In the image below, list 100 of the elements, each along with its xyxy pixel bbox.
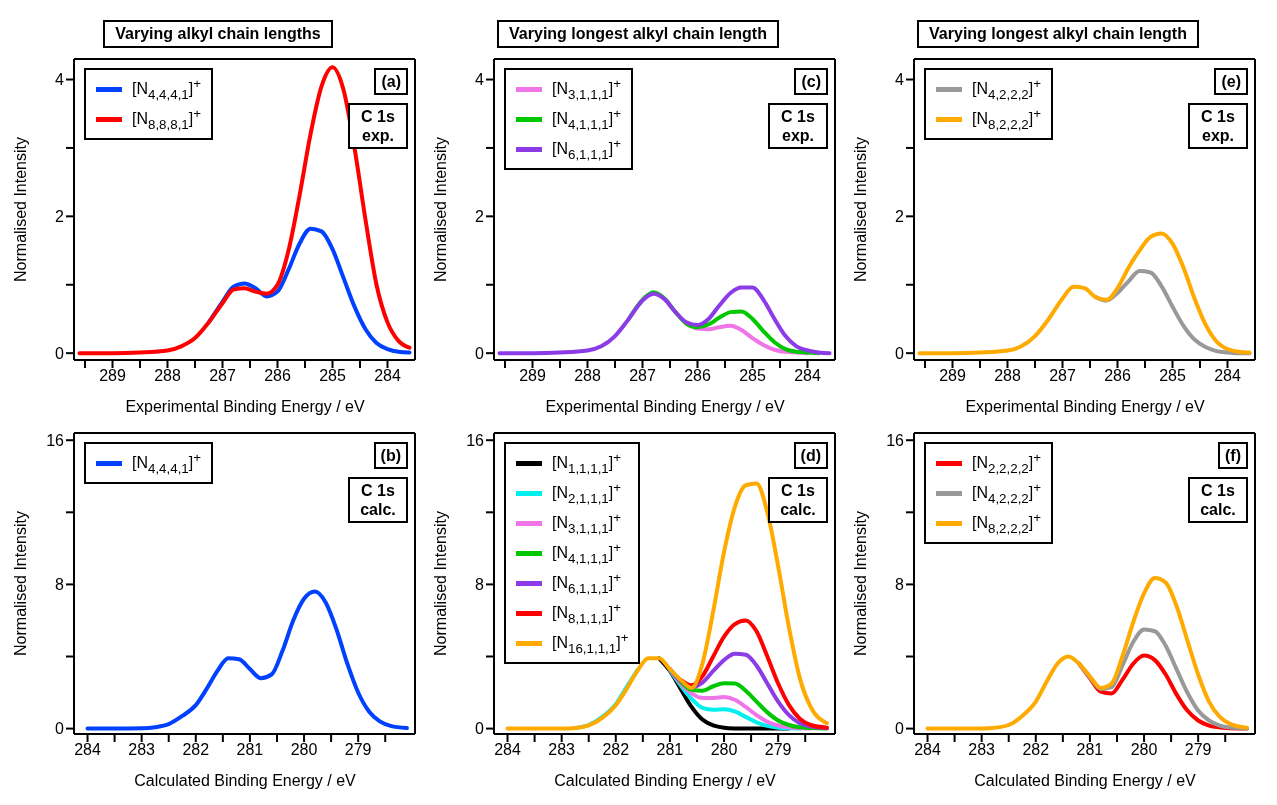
x-tick-label: 282 bbox=[1022, 741, 1050, 759]
legend-label: [N$_{2,2,2,2}$]$^{+}$ bbox=[972, 450, 1042, 476]
legend-label: [N$_{3,1,1,1}$]$^{+}$ bbox=[552, 76, 622, 102]
x-tick-label: 280 bbox=[1130, 741, 1158, 759]
x-tick-label: 283 bbox=[128, 741, 156, 759]
y-tick-label: 4 bbox=[895, 71, 905, 89]
legend-label: [N$_{4,2,2,2}$]$^{+}$ bbox=[972, 76, 1042, 102]
y-tick-label: 0 bbox=[55, 344, 65, 362]
x-tick-label: 286 bbox=[264, 367, 291, 385]
x-tick-label: 288 bbox=[574, 367, 601, 385]
y-tick-label: 2 bbox=[55, 208, 65, 226]
legend-label: [N$_{8,1,1,1}$]$^{+}$ bbox=[552, 600, 622, 626]
x-tick-label: 281 bbox=[1076, 741, 1104, 759]
annotation: C 1s exp. bbox=[348, 103, 408, 149]
y-axis-title: Normalised Intensity bbox=[431, 511, 449, 656]
x-tick-label: 284 bbox=[374, 367, 401, 385]
legend-label: [N$_{4,1,1,1}$]$^{+}$ bbox=[552, 106, 622, 132]
y-tick-label: 16 bbox=[46, 431, 65, 449]
legend-label: [N$_{8,2,2,2}$]$^{+}$ bbox=[972, 510, 1042, 536]
line-series bbox=[77, 65, 412, 356]
legend-label: [N$_{4,2,2,2}$]$^{+}$ bbox=[972, 480, 1042, 506]
x-tick-label: 284 bbox=[1214, 367, 1241, 385]
line-series bbox=[497, 285, 832, 356]
legend-label: [N$_{4,4,4,1}$]$^{+}$ bbox=[132, 450, 202, 476]
chart-title: Varying alkyl chain lengths bbox=[103, 20, 333, 48]
y-tick-label: 0 bbox=[895, 344, 905, 362]
chart-title: Varying longest alkyl chain length bbox=[497, 20, 779, 48]
y-axis-title: Normalised Intensity bbox=[851, 511, 869, 656]
x-tick-label: 279 bbox=[344, 741, 372, 759]
x-tick-label: 289 bbox=[939, 367, 966, 385]
y-tick-label: 8 bbox=[55, 576, 65, 594]
x-tick-label: 284 bbox=[494, 741, 521, 759]
annotation: C 1s exp. bbox=[768, 103, 828, 149]
x-tick-label: 286 bbox=[684, 367, 711, 385]
y-tick-label: 8 bbox=[895, 576, 905, 594]
legend-label: [N$_{8,2,2,2}$]$^{+}$ bbox=[972, 106, 1042, 132]
x-tick-label: 279 bbox=[1184, 741, 1212, 759]
line-series bbox=[925, 576, 1249, 731]
x-axis-title: Calculated Binding Energy / eV bbox=[973, 772, 1197, 790]
x-axis-title: Experimental Binding Energy / eV bbox=[124, 398, 366, 416]
legend-label: [N$_{16,1,1,1}$]$^{+}$ bbox=[552, 630, 629, 656]
x-tick-label: 283 bbox=[548, 741, 576, 759]
x-tick-label: 281 bbox=[656, 741, 684, 759]
y-tick-label: 8 bbox=[475, 576, 485, 594]
legend-label: [N$_{4,1,1,1}$]$^{+}$ bbox=[552, 540, 622, 566]
y-axis-title: Normalised Intensity bbox=[431, 137, 449, 282]
line-series bbox=[917, 231, 1252, 356]
y-tick-label: 0 bbox=[895, 720, 905, 738]
x-tick-label: 288 bbox=[154, 367, 181, 385]
x-axis-title: Experimental Binding Energy / eV bbox=[964, 398, 1206, 416]
chart-title: Varying longest alkyl chain length bbox=[917, 20, 1199, 48]
annotation: (d) bbox=[793, 442, 828, 469]
annotation: (a) bbox=[374, 68, 408, 95]
line-series bbox=[85, 589, 409, 731]
annotation: C 1s calc. bbox=[1188, 477, 1248, 523]
x-tick-label: 283 bbox=[968, 741, 996, 759]
x-tick-label: 287 bbox=[1049, 367, 1076, 385]
legend-label: [N$_{4,4,4,1}$]$^{+}$ bbox=[132, 76, 202, 102]
x-tick-label: 282 bbox=[182, 741, 210, 759]
x-tick-label: 285 bbox=[319, 367, 346, 385]
x-tick-label: 285 bbox=[1159, 367, 1186, 385]
x-tick-label: 285 bbox=[739, 367, 766, 385]
legend-label: [N$_{8,8,8,1}$]$^{+}$ bbox=[132, 106, 202, 132]
x-tick-label: 284 bbox=[74, 741, 101, 759]
y-tick-label: 0 bbox=[55, 720, 65, 738]
y-tick-label: 16 bbox=[886, 431, 905, 449]
x-tick-label: 280 bbox=[290, 741, 318, 759]
legend-label: [N$_{1,1,1,1}$]$^{+}$ bbox=[552, 450, 622, 476]
y-axis-title: Normalised Intensity bbox=[11, 137, 29, 282]
x-tick-label: 289 bbox=[519, 367, 546, 385]
y-tick-label: 0 bbox=[475, 720, 485, 738]
y-tick-label: 4 bbox=[475, 71, 485, 89]
legend-label: [N$_{6,1,1,1}$]$^{+}$ bbox=[552, 136, 622, 162]
y-tick-label: 2 bbox=[895, 208, 905, 226]
x-tick-label: 287 bbox=[629, 367, 656, 385]
y-tick-label: 2 bbox=[475, 208, 485, 226]
x-tick-label: 282 bbox=[602, 741, 630, 759]
annotation: C 1s calc. bbox=[768, 477, 828, 523]
x-axis-title: Calculated Binding Energy / eV bbox=[133, 772, 357, 790]
x-tick-label: 279 bbox=[764, 741, 792, 759]
annotation: (b) bbox=[373, 442, 408, 469]
x-tick-label: 284 bbox=[794, 367, 821, 385]
y-axis-title: Normalised Intensity bbox=[11, 511, 29, 656]
annotation: (e) bbox=[1214, 68, 1248, 95]
x-axis-title: Experimental Binding Energy / eV bbox=[544, 398, 786, 416]
annotation: (f) bbox=[1218, 442, 1248, 469]
annotation: (c) bbox=[794, 68, 828, 95]
legend-label: [N$_{2,1,1,1}$]$^{+}$ bbox=[552, 480, 622, 506]
y-axis-title: Normalised Intensity bbox=[851, 137, 869, 282]
line-series bbox=[505, 481, 829, 731]
legend-label: [N$_{6,1,1,1}$]$^{+}$ bbox=[552, 570, 622, 596]
legend-label: [N$_{3,1,1,1}$]$^{+}$ bbox=[552, 510, 622, 536]
annotation: C 1s exp. bbox=[1188, 103, 1248, 149]
x-tick-label: 288 bbox=[994, 367, 1021, 385]
y-tick-label: 16 bbox=[466, 431, 485, 449]
y-tick-label: 0 bbox=[475, 344, 485, 362]
x-axis-title: Calculated Binding Energy / eV bbox=[553, 772, 777, 790]
x-tick-label: 281 bbox=[236, 741, 264, 759]
x-tick-label: 280 bbox=[710, 741, 738, 759]
x-tick-label: 286 bbox=[1104, 367, 1131, 385]
